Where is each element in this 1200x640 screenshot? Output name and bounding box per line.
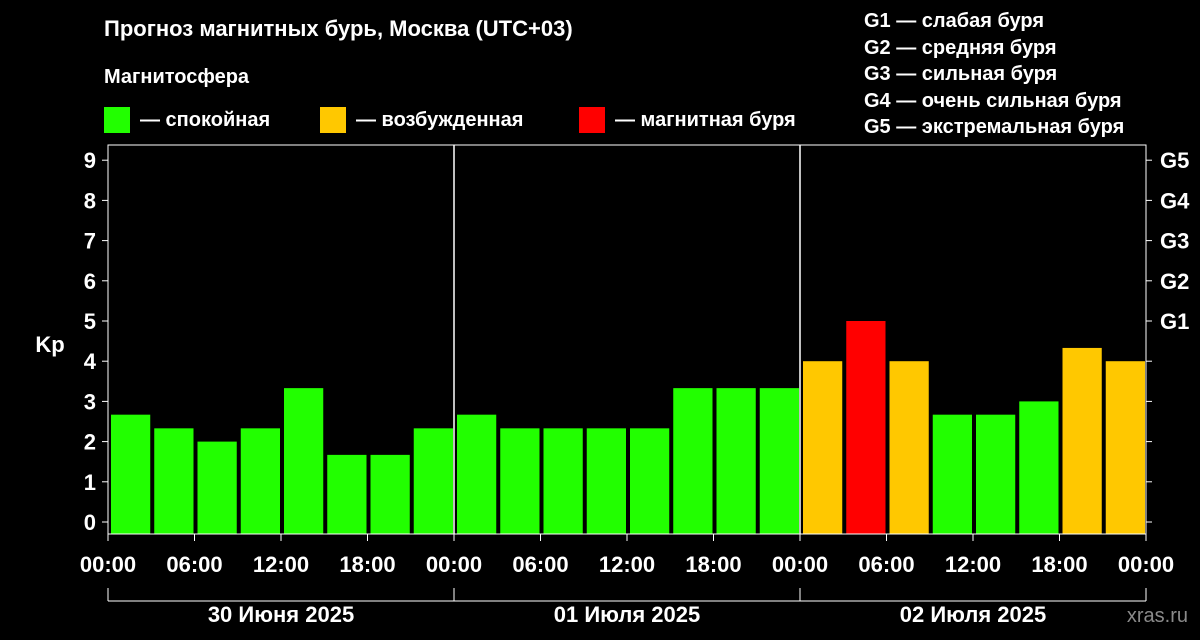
kp-bar [240,428,280,534]
g4-legend-item: G4 — очень сильная буря [864,89,1122,112]
x-tick-label: 12:00 [253,552,309,577]
y-tick-label: 0 [84,510,96,535]
legend-quiet: — спокойная [104,107,270,133]
y-tick-label: 4 [84,349,97,374]
kp-bar [457,414,497,534]
kp-bar [803,361,843,534]
g1-legend-item: G1 — слабая буря [864,10,1045,32]
y-tick-label: 8 [84,188,96,213]
g5-legend-item: G5 — экстремальная буря [864,116,1125,138]
g2-legend-item: G2 — средняя буря [864,36,1057,59]
kp-bar [716,388,756,534]
y-axis-label: Kp [35,332,64,357]
kp-bar [413,428,453,534]
kp-bar [327,454,367,534]
kp-bar [154,428,194,534]
kp-bar [111,414,151,534]
g3-legend-item: G3 — сильная буря [864,63,1058,85]
legend-storm-label: — магнитная буря [615,108,796,131]
x-tick-label: 06:00 [166,552,222,577]
g-scale-label: G2 [1160,269,1189,294]
g-scale-label: G4 [1160,188,1190,213]
chart-title: Прогноз магнитных бурь, Москва (UTC+03) [104,16,573,41]
g-scale-label: G5 [1160,148,1189,173]
kp-bar [500,428,540,534]
g-scale-label: G3 [1160,229,1189,254]
day-label: 01 Июля 2025 [554,602,701,627]
x-tick-label: 12:00 [599,552,655,577]
x-tick-label: 12:00 [945,552,1001,577]
legend-quiet-swatch [104,107,130,133]
day-label: 30 Июня 2025 [208,602,354,627]
x-tick-label: 00:00 [772,552,828,577]
kp-bar [284,388,324,534]
legend-storm-swatch [579,107,605,133]
storm-scale-legend: G1 — слабая буря G2 — средняя буря G3 — … [864,8,1124,141]
legend-active-label: — возбужденная [356,108,524,131]
x-tick-label: 00:00 [1118,552,1174,577]
y-tick-label: 1 [84,470,96,495]
y-tick-label: 9 [84,148,96,173]
x-tick-label: 18:00 [339,552,395,577]
kp-bar [370,454,410,534]
g-scale-label: G1 [1160,309,1189,334]
x-tick-label: 18:00 [685,552,741,577]
legend-storm: — магнитная буря [579,107,796,133]
legend-quiet-label: — спокойная [140,108,271,131]
kp-bar [759,388,799,534]
y-tick-label: 5 [84,309,96,334]
kp-bar [1062,347,1102,534]
y-tick-label: 3 [84,389,96,414]
x-tick-label: 00:00 [426,552,482,577]
magnetosphere-label: Магнитосфера [104,66,250,88]
kp-bar [846,321,886,534]
kp-bar [889,361,929,534]
kp-bar [543,428,583,534]
y-tick-label: 6 [84,269,96,294]
y-tick-label: 2 [84,430,96,455]
kp-bar [630,428,670,534]
y-tick-label: 7 [84,229,96,254]
day-label: 02 Июля 2025 [900,602,1047,627]
kp-bar [586,428,626,534]
kp-bar [1105,361,1145,534]
kp-bar [197,441,237,534]
kp-bar [976,414,1016,534]
kp-bar [932,414,972,534]
x-tick-label: 00:00 [80,552,136,577]
legend-active: — возбужденная [320,107,523,133]
legend-active-swatch [320,107,346,133]
x-tick-label: 06:00 [512,552,568,577]
kp-bar [673,388,713,534]
x-tick-label: 06:00 [858,552,914,577]
kp-bar [1019,401,1059,534]
x-tick-label: 18:00 [1031,552,1087,577]
watermark: xras.ru [1126,605,1188,627]
